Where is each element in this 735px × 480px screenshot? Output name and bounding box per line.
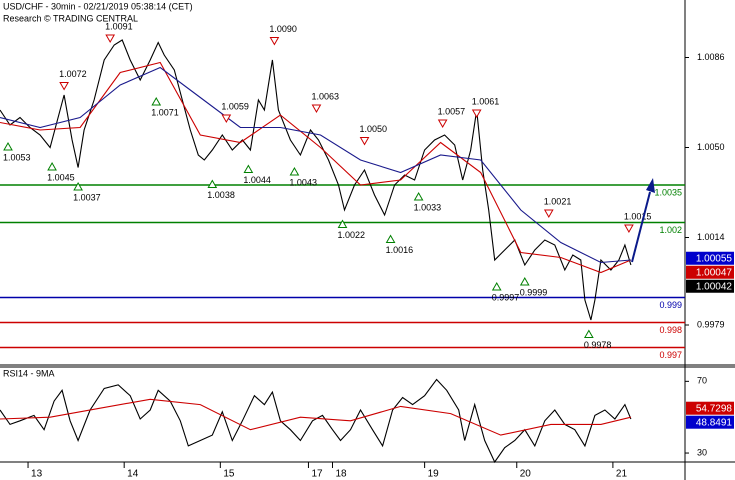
low-label: 1.0045 xyxy=(47,172,75,182)
low-label: 1.0037 xyxy=(73,192,101,202)
y-tick-label: 30 xyxy=(697,447,707,457)
high-marker xyxy=(269,37,280,46)
x-tick-label: 19 xyxy=(428,469,440,480)
series-line xyxy=(0,61,632,274)
x-tick-label: 18 xyxy=(335,469,347,480)
low-marker xyxy=(47,161,57,171)
y-tick-label: 1.0014 xyxy=(697,232,725,242)
y-tick-label: 1.0050 xyxy=(697,142,725,152)
high-marker xyxy=(311,104,322,114)
low-marker xyxy=(151,96,162,106)
chart-subtitle: Research © TRADING CENTRAL xyxy=(3,13,138,23)
rsi-panel: 70 30 54.7298 48.8491 13 14 15 17 18 19 20 21 xyxy=(0,376,734,480)
x-tick-label: 13 xyxy=(31,469,43,480)
high-label: 1.0015 xyxy=(624,211,652,221)
price-tag xyxy=(686,251,734,265)
high-label: 1.0059 xyxy=(221,101,249,111)
low-label: 1.0071 xyxy=(151,107,179,117)
y-tick-label: 70 xyxy=(697,376,707,386)
series-line xyxy=(0,66,631,264)
x-tick-label: 21 xyxy=(616,469,628,480)
low-label: 1.0033 xyxy=(414,202,442,212)
high-marker xyxy=(543,209,554,219)
high-marker xyxy=(624,224,634,234)
low-label: 1.0038 xyxy=(207,190,235,200)
y-tick-label: 1.0086 xyxy=(697,52,725,62)
high-marker xyxy=(471,109,482,119)
low-label: 1.0043 xyxy=(289,177,317,187)
low-marker xyxy=(583,329,594,338)
high-label: 1.0021 xyxy=(544,196,572,206)
low-label: 1.0016 xyxy=(386,245,414,255)
price-tag xyxy=(686,265,734,279)
price-tag-label: 1.00042 xyxy=(696,281,733,292)
low-label: 1.0053 xyxy=(3,152,31,162)
y-tick-label: 0.9979 xyxy=(697,319,725,329)
price-tag-label: 1.00047 xyxy=(696,267,733,278)
low-marker xyxy=(73,181,83,191)
low-label: 0.9999 xyxy=(520,287,548,297)
x-tick-label: 17 xyxy=(311,469,323,480)
high-label: 1.0057 xyxy=(438,106,466,116)
x-tick-label: 15 xyxy=(223,469,235,480)
price-tag-label: 1.00055 xyxy=(696,253,733,264)
price-tag xyxy=(686,279,734,293)
high-label: 1.0063 xyxy=(311,91,339,101)
low-label: 0.9978 xyxy=(584,340,612,350)
x-tick-label: 20 xyxy=(520,469,532,480)
high-label: 1.0090 xyxy=(269,24,297,34)
forecast-arrow xyxy=(631,191,651,263)
price-panel: 1.0086 1.0050 1.0014 0.9979 1.0035 1.002 0.999… xyxy=(0,21,734,360)
high-marker xyxy=(359,137,370,146)
low-marker xyxy=(385,234,396,243)
rsi-title: RSI14 - 9MA xyxy=(3,368,55,378)
level-label: 1.0035 xyxy=(654,187,682,197)
price-tag-label: 54.7298 xyxy=(696,403,733,414)
low-marker xyxy=(337,219,348,228)
level-label: 0.998 xyxy=(659,325,682,335)
level-label: 1.002 xyxy=(659,225,682,235)
low-label: 0.9997 xyxy=(492,292,520,302)
low-marker xyxy=(289,166,300,176)
x-tick-label: 14 xyxy=(127,469,139,480)
low-label: 1.0022 xyxy=(338,230,366,240)
low-marker xyxy=(413,191,424,201)
series-line xyxy=(0,398,632,436)
chart-title: USD/CHF - 30min - 02/21/2019 05:38:14 (C… xyxy=(3,1,193,11)
low-marker xyxy=(3,141,13,151)
high-marker xyxy=(105,34,116,44)
price-tag-label: 48.8491 xyxy=(696,417,733,428)
level-label: 0.999 xyxy=(659,300,682,310)
low-marker xyxy=(491,281,502,291)
low-marker xyxy=(519,276,530,286)
high-marker xyxy=(437,119,448,129)
price-tag xyxy=(686,401,734,415)
high-label: 1.0072 xyxy=(59,69,87,79)
series-line xyxy=(0,378,632,464)
low-label: 1.0044 xyxy=(243,175,271,185)
high-marker xyxy=(221,114,232,124)
high-label: 1.0091 xyxy=(105,21,133,31)
forecast-arrow-head xyxy=(646,178,655,193)
price-tag xyxy=(686,415,734,429)
low-marker xyxy=(207,179,218,188)
low-marker xyxy=(243,164,254,173)
high-marker xyxy=(59,82,69,91)
high-label: 1.0061 xyxy=(472,96,500,106)
level-label: 0.997 xyxy=(659,350,682,360)
high-label: 1.0050 xyxy=(360,124,388,134)
series-line xyxy=(0,39,632,321)
